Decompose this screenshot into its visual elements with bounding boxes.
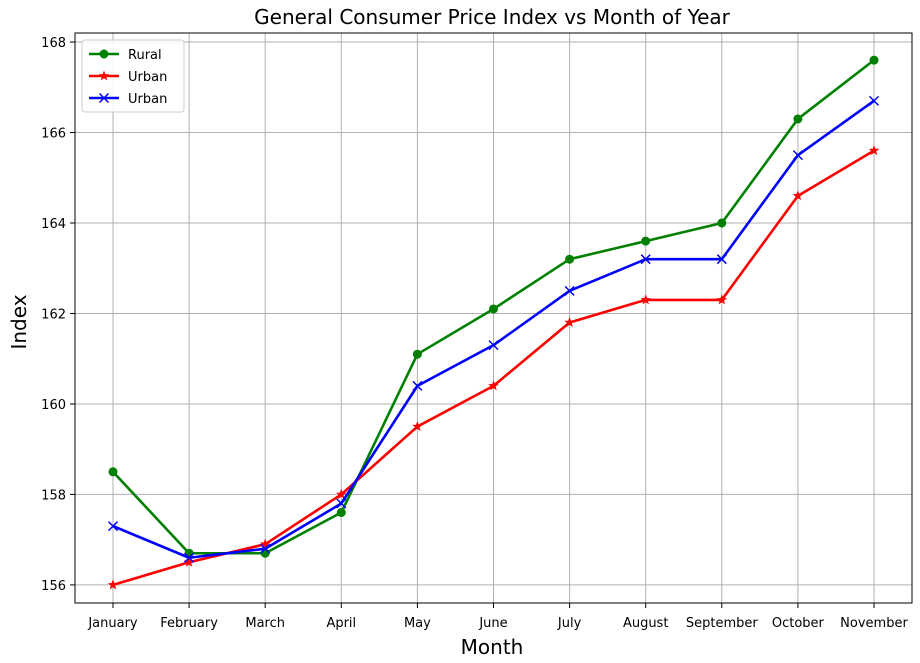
data-point — [412, 421, 423, 432]
y-axis-title: Index — [7, 294, 31, 349]
legend-marker — [98, 70, 110, 81]
x-tick-label: January — [87, 616, 138, 631]
data-point — [259, 538, 271, 549]
x-tick-label: September — [686, 616, 759, 631]
x-marker-stroke — [792, 150, 803, 161]
y-tick-label: 164 — [41, 217, 66, 232]
data-point — [640, 254, 651, 265]
data-point — [868, 145, 880, 156]
x-marker-stroke — [716, 254, 727, 265]
data-point — [336, 498, 347, 509]
x-tick-label: June — [478, 616, 507, 631]
x-tick-label: February — [160, 616, 218, 631]
data-point — [792, 150, 803, 161]
y-tick-label: 166 — [41, 127, 66, 142]
data-point — [108, 467, 118, 477]
series-2 — [107, 145, 880, 590]
data-point — [488, 380, 499, 391]
legend-label: Urban — [128, 92, 167, 107]
data-point — [792, 190, 804, 201]
x-tick-label: May — [404, 616, 431, 631]
series-3 — [107, 95, 880, 563]
x-marker-stroke — [336, 498, 347, 509]
data-point — [488, 340, 499, 351]
x-marker-stroke — [564, 285, 575, 296]
data-point — [336, 488, 347, 499]
data-point — [412, 380, 423, 391]
data-point — [716, 294, 728, 305]
data-point — [412, 349, 422, 359]
axis-ticks: January February March April May June July Augu… — [41, 36, 908, 631]
data-point — [564, 317, 575, 327]
legend-marker — [99, 49, 109, 59]
x-tick-label: November — [840, 616, 908, 631]
data-point — [564, 285, 575, 296]
data-point — [565, 254, 575, 264]
data-point — [869, 55, 879, 65]
x-tick-label: July — [557, 616, 582, 631]
y-tick-label: 168 — [41, 36, 66, 51]
y-tick-label: 162 — [41, 307, 66, 322]
data-point — [489, 304, 498, 314]
data-point — [640, 294, 651, 305]
y-tick-label: 158 — [41, 488, 66, 503]
legend-label: Rural — [128, 48, 162, 63]
chart-title: General Consumer Price Index vs Month of… — [254, 5, 730, 29]
data-point — [716, 254, 727, 265]
data-point — [793, 114, 803, 124]
x-tick-label: April — [326, 616, 356, 631]
data-point — [717, 218, 727, 228]
data-point — [336, 508, 346, 518]
data-point — [183, 556, 195, 567]
y-tick-label: 160 — [41, 398, 66, 413]
grid-lines — [75, 33, 912, 603]
x-marker-stroke — [98, 92, 110, 104]
data-point — [641, 236, 651, 246]
x-axis-title: Month — [461, 635, 524, 659]
legend: Rural Urban Urban — [81, 39, 185, 113]
series-layer — [107, 55, 880, 590]
x-tick-label: March — [245, 616, 285, 631]
x-marker-stroke — [640, 254, 651, 265]
data-point — [868, 95, 880, 106]
data-point — [260, 543, 271, 554]
x-tick-label: October — [772, 616, 825, 631]
data-point — [107, 521, 119, 532]
x-marker-stroke — [260, 543, 271, 554]
legend-label: Urban — [128, 70, 167, 85]
legend-marker — [98, 92, 110, 104]
x-marker-stroke — [412, 380, 423, 391]
x-marker-stroke — [868, 95, 880, 106]
x-tick-label: August — [623, 616, 669, 631]
x-marker-stroke — [488, 340, 499, 351]
data-point — [107, 579, 119, 590]
x-marker-stroke — [184, 552, 195, 563]
x-marker-stroke — [107, 521, 119, 532]
y-tick-label: 156 — [41, 579, 66, 594]
data-point — [184, 552, 195, 563]
